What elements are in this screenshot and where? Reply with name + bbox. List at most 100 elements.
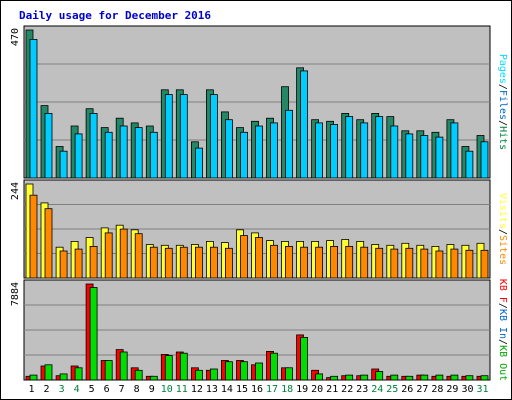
- bar-kb-out-day-12: [195, 370, 202, 380]
- bar-sites-day-25: [391, 249, 398, 278]
- bar-sites-day-15: [241, 236, 248, 278]
- bar-files-day-11: [180, 95, 187, 178]
- x-tick-label: 22: [341, 384, 353, 395]
- bar-files-day-25: [391, 126, 398, 178]
- x-tick-label: 2: [43, 384, 49, 395]
- bar-kb-out-day-11: [180, 353, 187, 380]
- bar-kb-out-day-1: [30, 375, 37, 380]
- bar-kb-out-day-23: [361, 375, 368, 380]
- bar-sites-day-3: [60, 251, 67, 278]
- bar-sites-day-31: [481, 250, 488, 278]
- bar-kb-out-day-10: [165, 356, 172, 380]
- bar-files-day-7: [120, 126, 127, 178]
- bar-sites-day-9: [150, 247, 157, 278]
- x-tick-label: 26: [401, 384, 413, 395]
- bar-kb-out-day-29: [451, 375, 458, 380]
- bar-kb-out-day-4: [75, 368, 82, 380]
- bar-kb-out-day-18: [286, 368, 293, 380]
- side-legend: Pages/Files/Hits: [497, 54, 508, 150]
- bar-sites-day-26: [406, 248, 413, 278]
- y-max-label: 7884: [10, 282, 21, 306]
- bar-sites-day-24: [376, 248, 383, 278]
- bar-files-day-28: [436, 137, 443, 178]
- x-tick-label: 6: [104, 384, 110, 395]
- legend-entry: KB Out: [497, 345, 508, 381]
- legend-entry: Sites: [497, 235, 508, 265]
- bar-sites-day-27: [421, 249, 428, 278]
- x-tick-label: 20: [311, 384, 323, 395]
- bar-kb-out-day-24: [376, 372, 383, 381]
- bar-kb-out-day-21: [331, 376, 338, 380]
- bar-files-day-8: [135, 128, 142, 178]
- bar-files-day-27: [421, 136, 428, 179]
- bar-sites-day-7: [120, 229, 127, 278]
- bar-sites-day-12: [195, 247, 202, 278]
- x-tick-label: 17: [266, 384, 278, 395]
- legend-entry: KB In: [497, 309, 508, 339]
- x-tick-label: 1: [28, 384, 34, 395]
- bar-kb-out-day-17: [271, 353, 278, 380]
- bar-sites-day-16: [256, 238, 263, 279]
- x-tick-label: 27: [416, 384, 428, 395]
- bar-files-day-16: [256, 126, 263, 178]
- bar-files-day-12: [195, 148, 202, 178]
- bar-files-day-6: [105, 132, 112, 178]
- bar-sites-day-17: [271, 245, 278, 278]
- x-tick-label: 14: [221, 384, 233, 395]
- bar-files-day-31: [481, 142, 488, 178]
- bar-kb-out-day-15: [241, 362, 248, 380]
- legend-entry: Visits: [497, 193, 508, 229]
- bar-files-day-14: [225, 120, 232, 178]
- x-tick-label: 10: [161, 384, 173, 395]
- bar-kb-out-day-19: [301, 337, 308, 380]
- bar-files-day-29: [451, 123, 458, 178]
- legend-entry: Hits: [497, 126, 508, 150]
- x-tick-label: 30: [461, 384, 473, 395]
- x-tick-label: 21: [326, 384, 338, 395]
- bar-sites-day-1: [30, 195, 37, 278]
- bar-sites-day-21: [331, 246, 338, 278]
- bar-sites-day-4: [75, 249, 82, 278]
- bar-files-day-23: [361, 123, 368, 178]
- x-tick-label: 13: [206, 384, 218, 395]
- x-tick-label: 25: [386, 384, 398, 395]
- bar-files-day-18: [286, 110, 293, 178]
- bar-sites-day-19: [301, 247, 308, 278]
- chart-title: Daily usage for December 2016: [19, 9, 211, 22]
- bar-files-day-9: [150, 132, 157, 178]
- bar-kb-out-day-9: [150, 376, 157, 380]
- x-tick-label: 15: [236, 384, 248, 395]
- x-tick-label: 4: [74, 384, 80, 395]
- x-tick-label: 5: [89, 384, 95, 395]
- panel-2: 244Visits/Sites: [10, 180, 508, 278]
- x-tick-label: 29: [446, 384, 458, 395]
- legend-entry: Pages: [497, 54, 508, 84]
- bar-kb-out-day-27: [421, 375, 428, 380]
- x-tick-label: 23: [356, 384, 368, 395]
- bar-kb-out-day-30: [466, 376, 473, 380]
- bar-sites-day-23: [361, 247, 368, 278]
- x-tick-label: 31: [476, 384, 488, 395]
- bar-files-day-17: [271, 123, 278, 178]
- x-tick-label: 16: [251, 384, 263, 395]
- bar-files-day-5: [90, 113, 97, 178]
- bar-files-day-1: [30, 39, 37, 178]
- bar-sites-day-6: [105, 233, 112, 278]
- bar-kb-out-day-7: [120, 352, 127, 380]
- bar-sites-day-29: [451, 249, 458, 278]
- bar-kb-out-day-26: [406, 376, 413, 380]
- bar-kb-out-day-2: [45, 365, 52, 380]
- bar-sites-day-13: [210, 247, 217, 278]
- bar-files-day-20: [316, 123, 323, 178]
- x-tick-label: 12: [191, 384, 203, 395]
- bar-files-day-10: [165, 95, 172, 178]
- bar-files-day-30: [466, 151, 473, 178]
- bar-kb-out-day-5: [90, 288, 97, 381]
- bar-kb-out-day-8: [135, 370, 142, 380]
- bar-sites-day-30: [466, 250, 473, 278]
- bar-kb-out-day-25: [391, 375, 398, 380]
- x-tick-label: 24: [371, 384, 383, 395]
